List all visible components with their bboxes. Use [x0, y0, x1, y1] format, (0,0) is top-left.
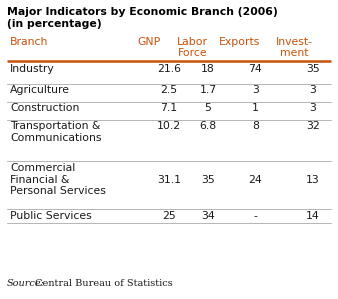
Text: 13: 13: [306, 175, 319, 185]
Text: 10.2: 10.2: [157, 121, 181, 131]
Text: Major Indicators by Economic Branch (2006): Major Indicators by Economic Branch (200…: [7, 7, 277, 17]
Text: 35: 35: [306, 64, 319, 74]
Text: 3: 3: [252, 85, 259, 95]
Text: 35: 35: [201, 175, 215, 185]
Text: Agriculture: Agriculture: [10, 85, 70, 95]
Text: 31.1: 31.1: [157, 175, 181, 185]
Text: 21.6: 21.6: [157, 64, 181, 74]
Text: 1.7: 1.7: [199, 85, 216, 95]
Text: 24: 24: [248, 175, 262, 185]
Text: Industry: Industry: [10, 64, 55, 74]
Text: 14: 14: [306, 211, 319, 221]
Text: 3: 3: [309, 103, 316, 113]
Text: Invest-: Invest-: [275, 37, 313, 47]
Text: (in percentage): (in percentage): [7, 19, 101, 28]
Text: Transportation &
Communications: Transportation & Communications: [10, 121, 102, 143]
Text: 7.1: 7.1: [161, 103, 177, 113]
Text: Central Bureau of Statistics: Central Bureau of Statistics: [32, 279, 173, 288]
Text: 5: 5: [204, 103, 211, 113]
Text: 3: 3: [309, 85, 316, 95]
Text: Labor: Labor: [177, 37, 208, 47]
Text: Construction: Construction: [10, 103, 79, 113]
Text: 2.5: 2.5: [161, 85, 177, 95]
Text: -: -: [253, 211, 257, 221]
Text: 18: 18: [201, 64, 215, 74]
Text: 1: 1: [252, 103, 259, 113]
Text: 32: 32: [306, 121, 319, 131]
Text: 6.8: 6.8: [199, 121, 216, 131]
Text: Public Services: Public Services: [10, 211, 92, 221]
Text: 8: 8: [252, 121, 259, 131]
Text: Branch: Branch: [10, 37, 49, 47]
Text: GNP: GNP: [137, 37, 160, 47]
Text: Commercial
Financial &
Personal Services: Commercial Financial & Personal Services: [10, 163, 106, 196]
Text: Force: Force: [178, 48, 208, 58]
Text: 34: 34: [201, 211, 215, 221]
Text: Exports: Exports: [219, 37, 261, 47]
Text: ment: ment: [280, 48, 308, 58]
Text: Source:: Source:: [7, 279, 45, 288]
Text: 74: 74: [248, 64, 262, 74]
Text: 25: 25: [162, 211, 176, 221]
